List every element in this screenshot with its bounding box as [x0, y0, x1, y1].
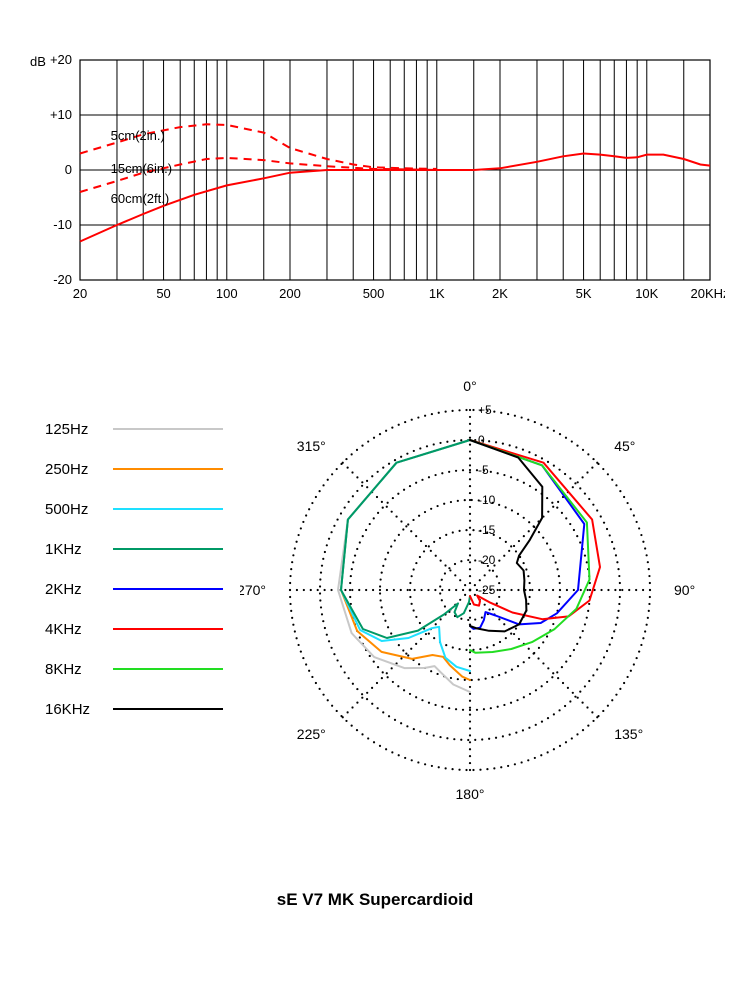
freq-svg: -20 -10 0 +10 +20 dB 20 50 100 200 500 1K 2K 5K 10K 20K… — [25, 50, 725, 310]
polar-angle-label: 45° — [614, 438, 635, 454]
legend-row: 4KHz — [45, 620, 223, 638]
legend-line — [113, 628, 223, 630]
polar-radial-label: -25 — [478, 583, 496, 597]
legend-line — [113, 548, 223, 550]
legend-line — [113, 588, 223, 590]
legend-row: 16KHz — [45, 700, 223, 718]
legend-row: 250Hz — [45, 460, 223, 478]
legend-line — [113, 508, 223, 510]
legend-line — [113, 468, 223, 470]
freq-xtick-label: 20 — [73, 286, 87, 301]
polar-radial-label: -15 — [478, 523, 496, 537]
polar-angle-label: 135° — [614, 726, 643, 742]
legend-label: 8KHz — [45, 661, 105, 678]
polar-series — [341, 440, 470, 638]
polar-angle-label: 315° — [297, 438, 326, 454]
legend-line — [113, 428, 223, 430]
legend-label: 250Hz — [45, 461, 105, 478]
legend-line — [113, 668, 223, 670]
polar-angle-label: 270° — [240, 582, 266, 598]
polar-angle-label: 225° — [297, 726, 326, 742]
legend-label: 500Hz — [45, 501, 105, 518]
polar-series — [341, 440, 470, 680]
legend-label: 125Hz — [45, 421, 105, 438]
polar-radial-label: -5 — [478, 463, 489, 477]
polar-series — [341, 440, 470, 671]
polar-angle-label: 90° — [674, 582, 695, 598]
freq-xtick-label: 5K — [576, 286, 592, 301]
legend-row: 125Hz — [45, 420, 223, 438]
legend-line — [113, 708, 223, 710]
freq-xtick-label: 200 — [279, 286, 301, 301]
polar-radial-label: -20 — [478, 553, 496, 567]
freq-ytick-label: -20 — [53, 272, 72, 287]
legend-row: 500Hz — [45, 500, 223, 518]
frequency-response-chart: -20 -10 0 +10 +20 dB 20 50 100 200 500 1K 2K 5K 10K 20K… — [25, 50, 725, 310]
legend-label: 4KHz — [45, 621, 105, 638]
freq-curve — [80, 154, 710, 242]
freq-xtick-label: 100 — [216, 286, 238, 301]
freq-xtick-label: 10K — [635, 286, 658, 301]
freq-ytick-label: -10 — [53, 217, 72, 232]
freq-xtick-label: 20KHz — [690, 286, 725, 301]
polar-angle-label: 0° — [463, 378, 476, 394]
legend-label: 1KHz — [45, 541, 105, 558]
legend-label: 16KHz — [45, 701, 105, 718]
polar-radial-label: -10 — [478, 493, 496, 507]
freq-curve-label: 5cm(2in.) — [111, 128, 165, 143]
product-title: sE V7 MK Supercardioid — [0, 890, 750, 910]
freq-xtick-label: 500 — [363, 286, 385, 301]
legend-row: 2KHz — [45, 580, 223, 598]
polar-radial-label: +5 — [478, 403, 492, 417]
freq-ytick-label: 0 — [65, 162, 72, 177]
freq-xtick-label: 2K — [492, 286, 508, 301]
legend-row: 1KHz — [45, 540, 223, 558]
polar-legend: 125Hz 250Hz 500Hz 1KHz 2KHz 4KHz 8KHz 16KHz — [45, 420, 223, 740]
freq-ytick-label: +10 — [50, 107, 72, 122]
freq-xtick-label: 50 — [156, 286, 170, 301]
freq-ytick-label: +20 — [50, 52, 72, 67]
freq-curve-label: 15cm(6in.) — [111, 161, 172, 176]
polar-svg: +50-5-10-15-20-250°45°90°135°180°225°270… — [240, 360, 700, 820]
polar-angle-label: 180° — [456, 786, 485, 802]
freq-curve-label: 60cm(2ft.) — [111, 191, 170, 206]
legend-row: 8KHz — [45, 660, 223, 678]
freq-ylabel: dB — [30, 54, 46, 69]
freq-xtick-label: 1K — [429, 286, 445, 301]
legend-label: 2KHz — [45, 581, 105, 598]
